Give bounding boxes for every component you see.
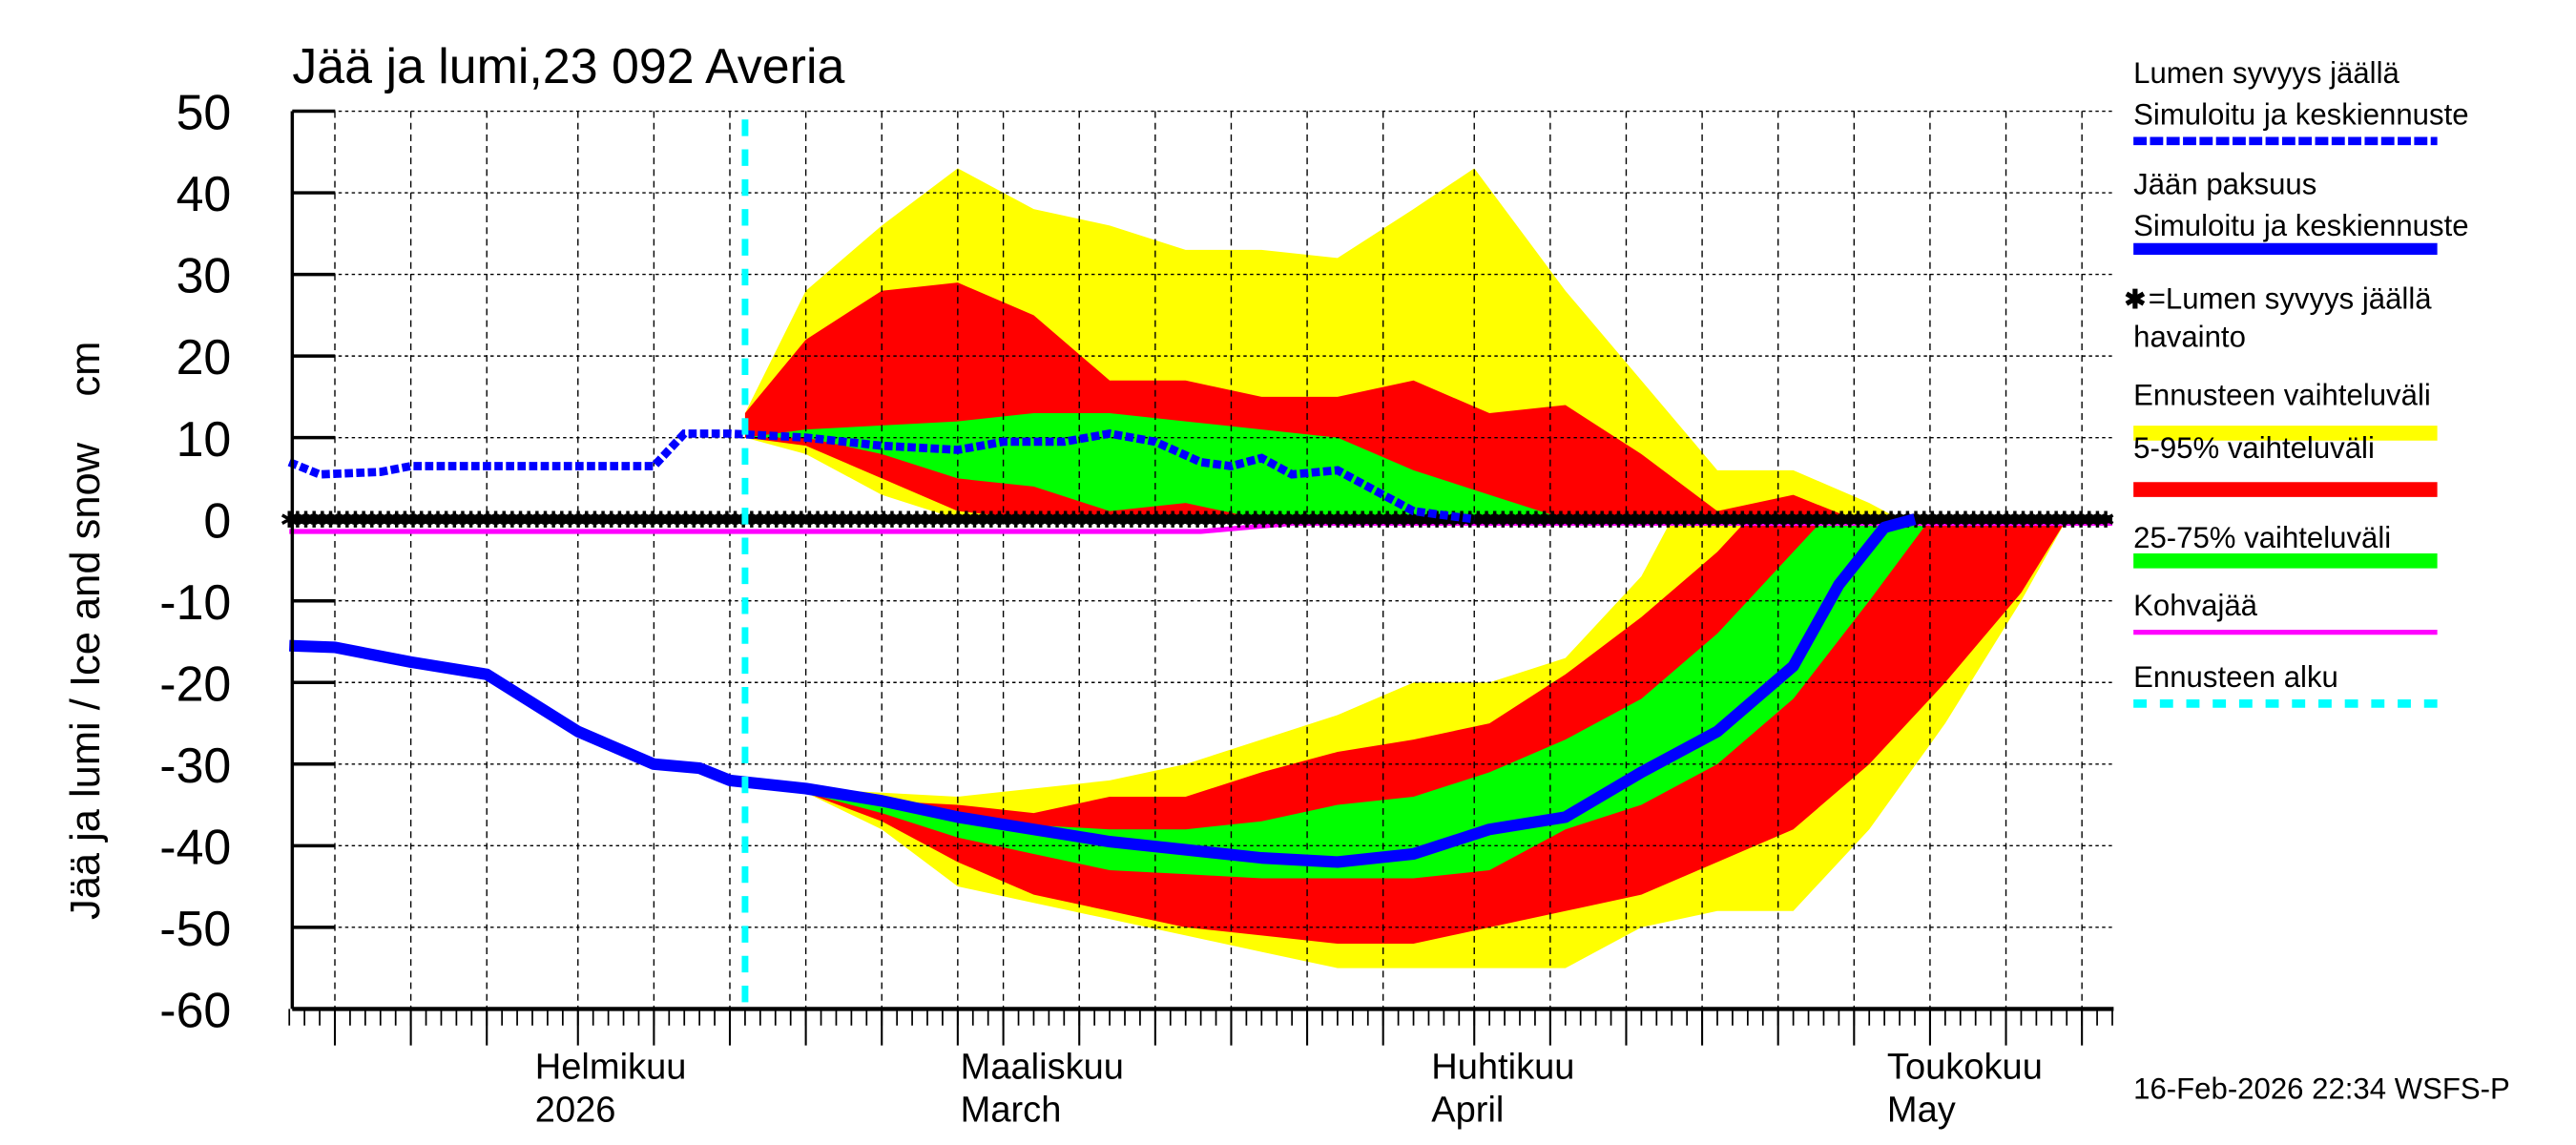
y-tick-label: -50 (159, 902, 231, 957)
y-tick-label: -20 (159, 656, 231, 712)
legend-snow-sub: Simuloitu ja keskiennuste (2133, 97, 2468, 131)
lines-layer (280, 119, 2114, 1010)
axes-layer: 50 40 30 20 10 0 -10 -20 -30 -40 -50 -60 Helmikuu202… (159, 86, 2114, 1131)
y-tick-label: -40 (159, 820, 231, 875)
y-tick-label: 50 (177, 86, 232, 141)
month-label-sub: 2026 (535, 1090, 616, 1131)
snow-depth-line (287, 429, 1475, 524)
y-tick-label: 40 (177, 167, 232, 222)
bands-layer (744, 168, 2067, 968)
y-tick-label: 10 (177, 412, 232, 468)
y-tick-label: 20 (177, 330, 232, 385)
legend-range-title: Ennusteen vaihteluväli (2133, 378, 2431, 411)
legend-ice-sub: Simuloitu ja keskiennuste (2133, 209, 2468, 242)
legend-5-95-title: 5-95% vaihteluväli (2133, 431, 2375, 465)
legend-observation-sub: havainto (2133, 320, 2246, 353)
month-label: Maaliskuu (961, 1046, 1124, 1087)
month-label-sub: March (961, 1090, 1062, 1131)
y-tick-label: -30 (159, 739, 231, 794)
y-tick-label: -60 (159, 983, 231, 1038)
month-label: Helmikuu (535, 1046, 687, 1087)
legend-observation-title: =Lumen syvyys jäällä (2149, 281, 2433, 315)
asterisk-icon (2125, 288, 2146, 309)
legend-forecast-start-title: Ennusteen alku (2133, 660, 2338, 694)
y-tick-label: 30 (177, 249, 232, 304)
legend: Lumen syvyys jäällä Simuloitu ja keskienn… (2125, 56, 2469, 708)
legend-ice-title: Jään paksuus (2133, 167, 2316, 200)
ice-thickness-line (289, 513, 1917, 868)
chart-title: Jää ja lumi,23 092 Averia (292, 39, 844, 94)
footer-timestamp: 16-Feb-2026 22:34 WSFS-P (2133, 1072, 2510, 1105)
month-label-sub: April (1431, 1090, 1504, 1131)
month-label: Toukokuu (1887, 1046, 2043, 1087)
legend-snow-title: Lumen syvyys jäällä (2133, 56, 2399, 90)
y-axis-label: Jää ja lumi / Ice and snow cm (63, 342, 109, 920)
ice-25-75-band (805, 519, 1930, 879)
month-label: Huhtikuu (1431, 1046, 1574, 1087)
legend-25-75-title: 25-75% vaihteluväli (2133, 521, 2391, 554)
y-tick-label: 0 (203, 493, 231, 549)
y-tick-label: -10 (159, 575, 231, 631)
month-label-sub: May (1887, 1090, 1956, 1131)
legend-slush-title: Kohvajää (2133, 589, 2258, 622)
